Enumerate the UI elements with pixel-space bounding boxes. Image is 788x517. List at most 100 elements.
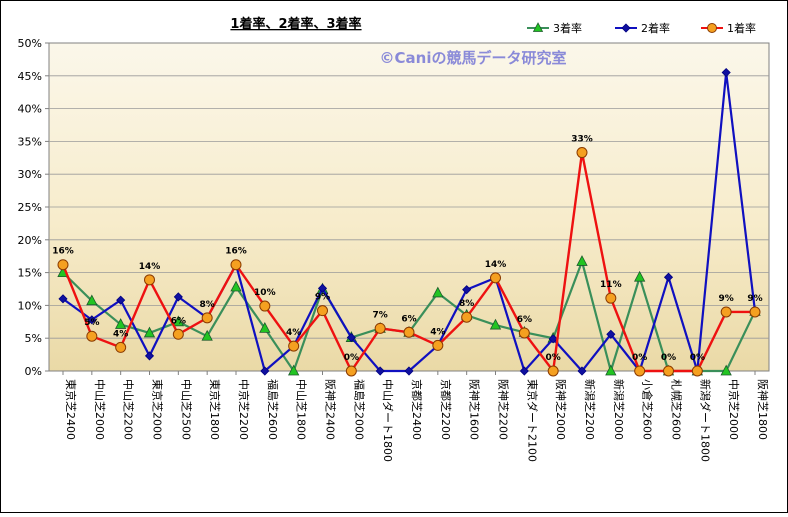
data-label: 6% xyxy=(517,315,532,325)
point-2nd-rate xyxy=(606,329,616,339)
x-tick-label: 福島芝2600 xyxy=(266,379,280,440)
point-2nd-rate xyxy=(519,366,529,376)
point-1st-rate xyxy=(144,274,155,286)
x-tick-label: 中京芝2200 xyxy=(237,379,251,440)
data-label: 10% xyxy=(254,288,276,298)
x-tick-label: 新潟ダート1800 xyxy=(698,379,712,462)
y-tick-label: 20% xyxy=(18,234,42,247)
point-1st-rate xyxy=(259,300,271,312)
data-label: 0% xyxy=(546,353,561,363)
data-label: 0% xyxy=(344,353,359,363)
point-1st-rate xyxy=(547,365,559,377)
point-3rd-rate xyxy=(143,326,156,338)
point-3rd-rate xyxy=(605,364,617,376)
data-label: 0% xyxy=(661,353,676,363)
point-3rd-rate xyxy=(634,270,646,282)
point-3rd-rate xyxy=(288,364,300,376)
x-tick-label: 新潟芝2000 xyxy=(612,379,626,440)
point-1st-rate xyxy=(605,292,617,304)
point-2nd-rate xyxy=(375,366,385,376)
x-tick-label: 阪神芝2200 xyxy=(497,379,511,440)
data-labels: 16% 5% 4% 14% 6% 8% 16% 10% 4% 9% 0% 7% 6% 4% 8% 14% 6% 0… xyxy=(52,135,762,363)
y-tick-label: 40% xyxy=(18,103,42,116)
legend-marker-circle-icon xyxy=(707,23,717,33)
data-label: 6% xyxy=(401,314,416,324)
data-label: 9% xyxy=(315,293,330,303)
x-tick-label: 阪神芝2400 xyxy=(324,379,338,440)
data-label: 4% xyxy=(430,327,445,337)
point-2nd-rate xyxy=(144,351,155,361)
y-tick-label: 15% xyxy=(18,267,42,280)
data-label: 6% xyxy=(171,316,186,326)
y-tick-label: 0% xyxy=(25,365,42,378)
data-label: 0% xyxy=(690,353,705,363)
series-layer xyxy=(57,67,761,377)
point-1st-rate xyxy=(518,327,530,339)
data-label: 7% xyxy=(373,310,388,320)
x-tick-label: 東京ダート2100 xyxy=(525,379,539,462)
point-3rd-rate xyxy=(576,255,588,266)
point-1st-rate xyxy=(749,306,761,318)
data-label: 33% xyxy=(571,135,593,145)
x-tick-label: 新潟芝2200 xyxy=(583,379,597,440)
data-label: 11% xyxy=(600,280,622,290)
y-tick-label: 10% xyxy=(18,299,42,312)
x-axis: 東京芝2400 中山芝2000 中山芝2200 東京芝2000 中山芝2500 東京芝18… xyxy=(62,371,770,462)
point-1st-rate xyxy=(432,339,444,351)
data-label: 14% xyxy=(485,260,507,270)
data-label: 16% xyxy=(225,247,247,257)
x-tick-label: 札幌芝2600 xyxy=(670,379,684,440)
y-tick-label: 35% xyxy=(18,135,42,148)
point-1st-rate xyxy=(691,365,703,377)
x-tick-label: 中山芝2000 xyxy=(93,379,106,440)
legend-marker-triangle-icon xyxy=(532,22,544,32)
point-1st-rate xyxy=(86,330,98,342)
point-2nd-rate xyxy=(721,67,731,78)
point-1st-rate xyxy=(345,365,357,377)
data-label: 0% xyxy=(632,353,647,363)
point-3rd-rate xyxy=(230,280,242,292)
point-2nd-rate xyxy=(404,366,414,376)
data-label: 9% xyxy=(747,294,762,304)
x-tick-label: 福島芝2000 xyxy=(352,379,366,440)
point-3rd-rate xyxy=(720,364,732,376)
point-2nd-rate xyxy=(317,283,328,293)
data-label: 8% xyxy=(459,299,474,309)
x-tick-label: 中山芝2200 xyxy=(122,379,135,440)
data-label: 14% xyxy=(139,262,161,272)
chart-title: 1着率、2着率、3着率 xyxy=(230,16,361,32)
point-3rd-rate xyxy=(115,318,127,329)
point-2nd-rate xyxy=(663,272,674,282)
data-label: 8% xyxy=(200,300,215,310)
point-2nd-rate xyxy=(173,292,183,302)
point-1st-rate xyxy=(317,305,328,317)
point-3rd-rate xyxy=(489,318,502,330)
point-2nd-rate xyxy=(116,295,126,305)
point-3rd-rate xyxy=(201,329,213,341)
point-3rd-rate xyxy=(432,286,444,298)
legend-label: 1着率 xyxy=(727,21,756,35)
point-1st-rate xyxy=(403,326,415,338)
watermark: ©Caniの競馬データ研究室 xyxy=(380,49,567,67)
y-tick-label: 25% xyxy=(18,201,42,214)
y-tick-label: 5% xyxy=(25,332,42,345)
point-3rd-rate xyxy=(172,315,184,327)
point-2nd-rate xyxy=(260,366,270,376)
x-tick-label: 東京芝2400 xyxy=(64,379,78,440)
x-tick-label: 中山芝2500 xyxy=(179,379,192,440)
y-tick-label: 50% xyxy=(18,37,42,50)
point-1st-rate xyxy=(490,272,501,284)
point-1st-rate xyxy=(374,322,386,334)
point-2nd-rate xyxy=(462,285,472,295)
x-tick-label: 東京芝2000 xyxy=(151,379,165,440)
y-tick-label: 30% xyxy=(18,168,42,181)
point-2nd-rate xyxy=(58,294,68,304)
legend: 3着率 2着率 1着率 xyxy=(527,21,756,35)
point-3rd-rate xyxy=(259,322,271,333)
point-1st-rate xyxy=(461,311,473,323)
y-tick-label: 45% xyxy=(18,70,42,83)
point-2nd-rate xyxy=(87,315,97,325)
x-tick-label: 阪神芝1800 xyxy=(756,379,770,440)
